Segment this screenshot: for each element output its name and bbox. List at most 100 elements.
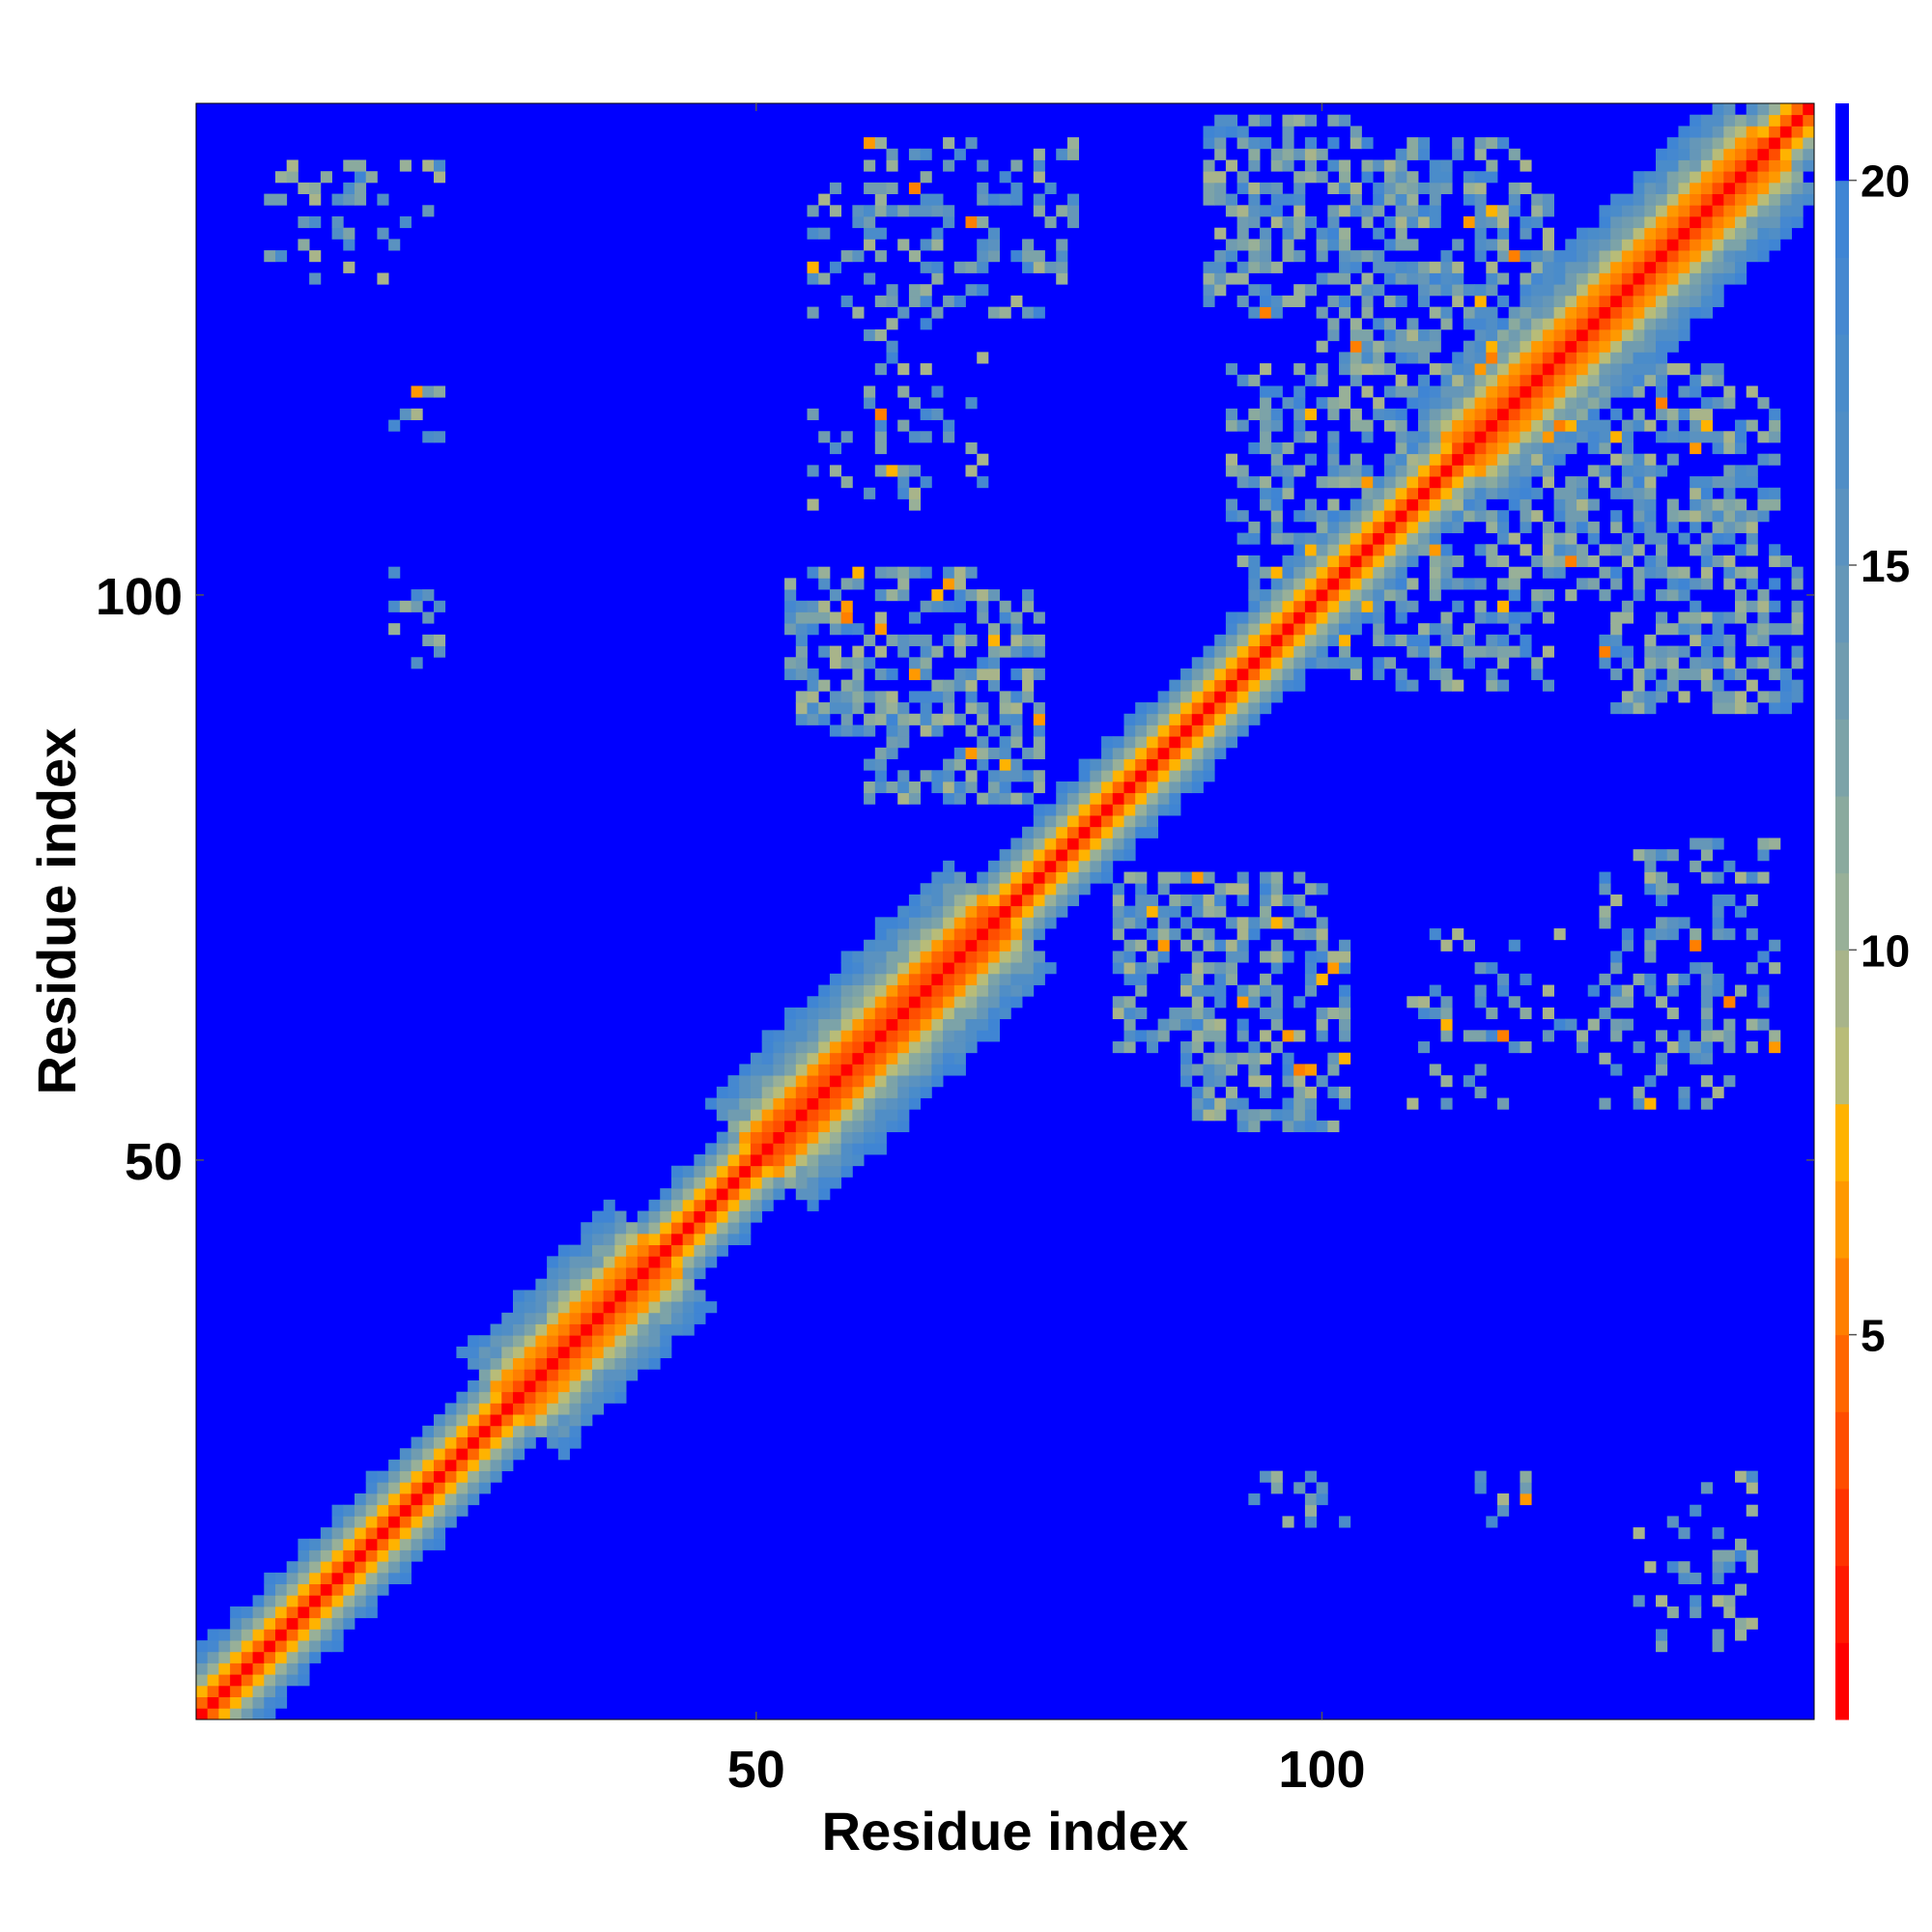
heatmap-cell — [1339, 554, 1351, 568]
heatmap-cell — [1236, 1030, 1249, 1042]
heatmap-cell — [1769, 126, 1781, 138]
heatmap-cell — [953, 996, 966, 1009]
heatmap-cell — [795, 1052, 808, 1065]
heatmap-cell — [670, 1267, 684, 1280]
heatmap-cell — [670, 1210, 684, 1223]
heatmap-cell — [377, 1504, 389, 1517]
heatmap-cell — [1520, 352, 1532, 364]
heatmap-cell — [298, 215, 310, 229]
heatmap-cell — [999, 781, 1011, 794]
heatmap-cell — [1474, 476, 1487, 489]
heatmap-cell — [1395, 544, 1407, 556]
heatmap-cell — [1644, 883, 1657, 895]
heatmap-cell — [1010, 702, 1023, 715]
heatmap-cell — [920, 171, 932, 184]
heatmap-cell — [953, 792, 966, 805]
heatmap-cell — [943, 928, 955, 941]
heatmap-cell — [1587, 1018, 1600, 1031]
heatmap-cell — [286, 159, 298, 172]
heatmap-cell — [512, 1335, 526, 1348]
heatmap-cell — [557, 1414, 570, 1427]
heatmap-cell — [1066, 860, 1080, 872]
heatmap-cell — [1633, 171, 1645, 184]
heatmap-cell — [864, 137, 876, 150]
heatmap-cell — [807, 498, 819, 511]
heatmap-cell — [1440, 318, 1453, 330]
heatmap-cell — [1350, 476, 1362, 489]
heatmap-cell — [1542, 193, 1554, 206]
heatmap-cell — [1418, 419, 1431, 432]
heatmap-cell — [388, 1504, 401, 1517]
heatmap-cell — [1214, 137, 1227, 150]
heatmap-cell — [874, 962, 887, 975]
heatmap-cell — [1361, 498, 1374, 511]
heatmap-cell — [1090, 838, 1102, 850]
heatmap-cell — [1270, 510, 1283, 523]
heatmap-cell — [1135, 894, 1159, 907]
heatmap-cell — [943, 905, 955, 918]
x-tick-label: 100 — [1278, 1741, 1365, 1799]
heatmap-cell — [1350, 318, 1362, 330]
heatmap-cell — [614, 1301, 627, 1314]
heatmap-cell — [1010, 295, 1023, 307]
heatmap-cell — [1327, 182, 1340, 194]
heatmap-cell — [456, 1346, 480, 1359]
heatmap-cell — [1350, 374, 1362, 386]
heatmap-cell — [626, 1267, 639, 1280]
heatmap-cell — [977, 215, 989, 229]
heatmap-cell — [535, 1335, 548, 1348]
heatmap-cell — [1383, 419, 1397, 432]
heatmap-cell — [1383, 487, 1397, 499]
heatmap-cell — [1373, 589, 1385, 602]
heatmap-cell — [557, 1290, 570, 1302]
heatmap-cell — [1633, 1097, 1645, 1110]
heatmap-cell — [1214, 668, 1227, 681]
heatmap-cell — [1327, 431, 1340, 443]
heatmap-cell — [365, 1583, 378, 1596]
heatmap-cell — [1350, 521, 1362, 533]
heatmap-cell — [682, 1323, 695, 1336]
heatmap-cell — [1225, 272, 1249, 285]
heatmap-cell — [908, 498, 922, 511]
heatmap-cell — [1316, 397, 1328, 410]
heatmap-cell — [433, 1527, 446, 1540]
heatmap-cell — [886, 1041, 898, 1054]
heatmap-cell — [874, 205, 887, 217]
heatmap-cell — [1260, 1109, 1272, 1122]
heatmap-cell — [795, 623, 808, 636]
heatmap-cell — [1293, 397, 1306, 410]
heatmap-cell — [1191, 702, 1204, 715]
heatmap-cell — [1191, 962, 1204, 975]
heatmap-cell — [1123, 962, 1136, 975]
heatmap-cell — [1542, 984, 1554, 997]
heatmap-cell — [1520, 645, 1532, 658]
heatmap-cell — [1723, 397, 1736, 410]
heatmap-cell — [1135, 736, 1148, 749]
heatmap-cell — [343, 1527, 355, 1540]
heatmap-cell — [1690, 295, 1702, 307]
heatmap-cell — [931, 1030, 944, 1042]
colorbar-segment — [1835, 488, 1849, 566]
heatmap-cell — [1327, 566, 1340, 579]
heatmap-cell — [343, 227, 355, 240]
heatmap-cell — [411, 1493, 423, 1506]
heatmap-cell — [388, 566, 401, 579]
heatmap-cell — [1542, 272, 1554, 285]
heatmap-cell — [1361, 487, 1374, 499]
heatmap-cell — [1112, 758, 1124, 771]
heatmap-cell — [1565, 340, 1577, 353]
heatmap-cell — [343, 1595, 355, 1607]
heatmap-cell — [1327, 215, 1340, 229]
heatmap-cell — [1791, 215, 1804, 229]
heatmap-cell — [874, 917, 898, 929]
heatmap-cell — [965, 1018, 989, 1031]
heatmap-cell — [569, 1267, 582, 1280]
heatmap-cell — [840, 1041, 853, 1054]
heatmap-cell — [761, 1177, 774, 1189]
heatmap-cell — [1779, 103, 1792, 116]
heatmap-cell — [953, 939, 966, 952]
heatmap-cell — [569, 1436, 582, 1449]
heatmap-cell — [1678, 1561, 1690, 1574]
heatmap-cell — [1621, 385, 1634, 398]
heatmap-cell — [1599, 227, 1611, 240]
